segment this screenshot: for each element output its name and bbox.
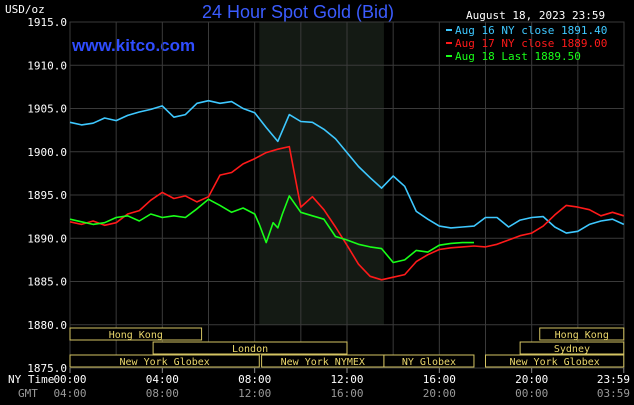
y-tick-label: 1905.0 [27, 103, 67, 116]
y-unit-label: USD/oz [5, 3, 45, 16]
y-axis-ticks: 1875.0 1880.0 1885.0 1890.0 1895.0 1900.0 1905… [27, 16, 67, 375]
session-label: London [232, 344, 268, 355]
chart-title: 24 Hour Spot Gold (Bid) [202, 2, 394, 22]
gmt-tick-label: 03:59 [597, 387, 630, 400]
session-label: New York NYMEX [281, 357, 365, 368]
gmt-tick-label: 04:00 [53, 387, 86, 400]
legend-entry: Aug 18 Last 1889.50 [455, 50, 581, 63]
ny-tick-label: 04:00 [146, 373, 179, 386]
session-box [485, 354, 625, 368]
ny-tick-label: 23:59 [597, 373, 630, 386]
session-label: Sydney [554, 344, 590, 355]
ny-time-row-label: NY Time [8, 373, 54, 386]
y-tick-label: 1875.0 [27, 362, 67, 375]
ny-tick-label: 12:00 [330, 373, 363, 386]
session-label: New York Globex [119, 357, 209, 368]
series-line-3 [69, 195, 474, 264]
session-box [69, 354, 260, 368]
session-box [152, 341, 348, 355]
gmt-tick-label: 08:00 [146, 387, 179, 400]
y-tick-label: 1910.0 [27, 59, 67, 72]
ny-tick-label: 20:00 [515, 373, 548, 386]
ny-tick-label: 00:00 [53, 373, 86, 386]
legend-entry: Aug 17 NY close 1889.00 [455, 37, 607, 50]
y-tick-label: 1895.0 [27, 189, 67, 202]
market-sessions: Hong Kong Hong Kong London Sydney New York G… [69, 327, 625, 368]
y-tick-label: 1900.0 [27, 146, 67, 159]
ny-tick-label: 16:00 [423, 373, 456, 386]
ny-tick-label: 08:00 [238, 373, 271, 386]
y-tick-label: 1915.0 [27, 16, 67, 29]
gmt-row-label: GMT [18, 387, 38, 400]
session-box [519, 341, 625, 355]
series-line-1 [69, 99, 625, 234]
gmt-tick-label: 00:00 [515, 387, 548, 400]
site-watermark: www.kitco.com [71, 36, 195, 55]
legend-entry: Aug 16 NY close 1891.40 [455, 24, 607, 37]
y-tick-label: 1890.0 [27, 232, 67, 245]
session-label: Hong Kong [555, 330, 609, 341]
gmt-tick-label: 16:00 [330, 387, 363, 400]
session-box [539, 327, 625, 341]
series-line-2 [69, 145, 625, 281]
timestamp: August 18, 2023 23:59 [466, 9, 605, 22]
session-box [69, 327, 203, 341]
gridlines [69, 21, 625, 369]
session-label: NY Globex [402, 357, 456, 368]
series-lines [69, 99, 625, 281]
nymex-hours-band [259, 22, 384, 325]
gmt-tick-label: 20:00 [423, 387, 456, 400]
session-label: New York Globex [509, 357, 599, 368]
x-axis-ticks: 00:0004:0004:0008:0008:0012:0012:0016:00… [53, 368, 630, 400]
session-box [383, 354, 475, 368]
y-tick-label: 1885.0 [27, 276, 67, 289]
highlight-band [259, 22, 384, 325]
session-label: Hong Kong [109, 330, 163, 341]
gmt-tick-label: 12:00 [238, 387, 271, 400]
y-tick-label: 1880.0 [27, 319, 67, 332]
